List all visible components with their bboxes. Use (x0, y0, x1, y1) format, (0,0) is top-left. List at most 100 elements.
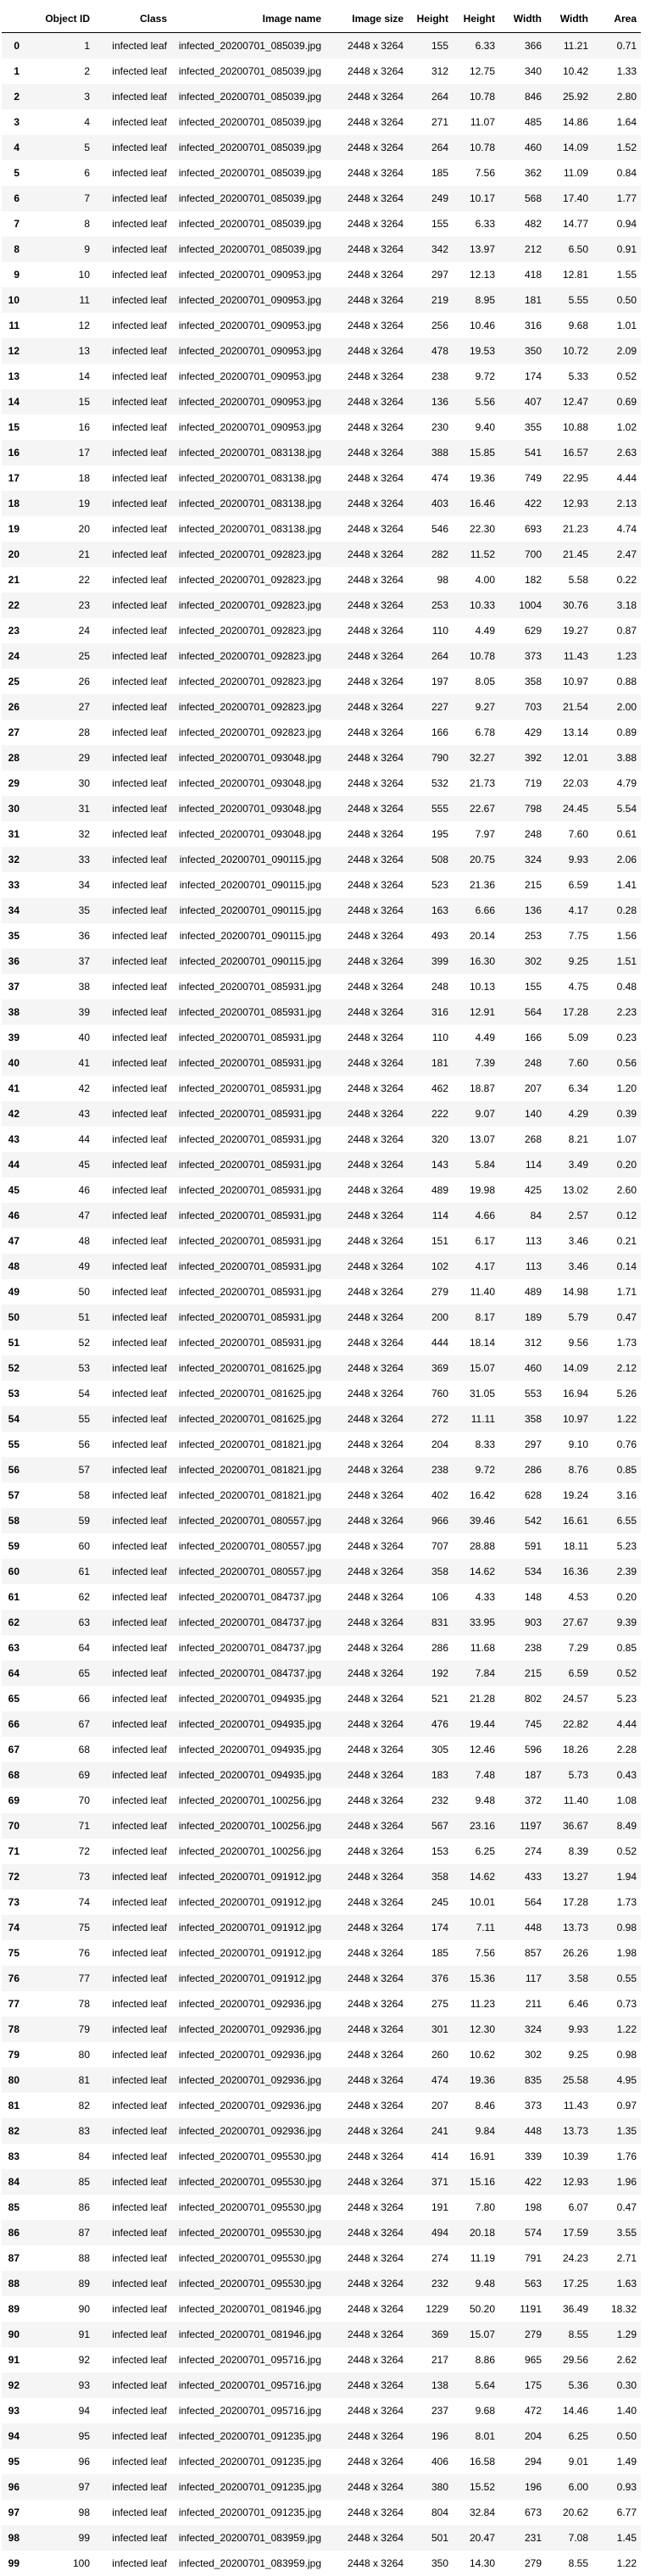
area-cell: 0.48 (593, 974, 641, 999)
height-mm-cell: 9.27 (453, 694, 499, 720)
image-name-cell: infected_20200701_085039.jpg (171, 58, 326, 84)
width-px-cell: 140 (499, 1101, 546, 1127)
class-cell: infected leaf (94, 2525, 171, 2551)
height-px-cell: 790 (408, 745, 453, 771)
image-size-cell: 2448 x 3264 (326, 1025, 408, 1050)
header-row: Object ID Class Image name Image size He… (2, 5, 641, 33)
area-cell: 2.71 (593, 2245, 641, 2271)
width-px-cell: 628 (499, 1483, 546, 1508)
width-px-cell: 418 (499, 262, 546, 287)
image-name-cell: infected_20200701_090953.jpg (171, 287, 326, 313)
image-name-cell: infected_20200701_092936.jpg (171, 2067, 326, 2093)
image-size-cell: 2448 x 3264 (326, 2067, 408, 2093)
width-mm-cell: 16.61 (546, 1508, 593, 1533)
image-size-cell: 2448 x 3264 (326, 643, 408, 669)
image-name-cell: infected_20200701_085931.jpg (171, 1305, 326, 1330)
area-cell: 1.29 (593, 2322, 641, 2347)
height-mm-cell: 50.20 (453, 2296, 499, 2322)
class-cell: infected leaf (94, 2067, 171, 2093)
width-px-cell: 460 (499, 1355, 546, 1381)
image-name-cell: infected_20200701_085039.jpg (171, 135, 326, 160)
height-px-cell: 227 (408, 694, 453, 720)
area-cell: 0.50 (593, 2423, 641, 2449)
height-mm-cell: 19.36 (453, 2067, 499, 2093)
object-id-cell: 79 (24, 2017, 94, 2042)
object-id-cell: 65 (24, 1661, 94, 1686)
width-px-cell: 84 (499, 1203, 546, 1228)
width-px-cell: 189 (499, 1305, 546, 1330)
height-px-cell: 371 (408, 2169, 453, 2195)
height-mm-cell: 8.95 (453, 287, 499, 313)
object-id-cell: 13 (24, 338, 94, 364)
image-name-cell: infected_20200701_084737.jpg (171, 1584, 326, 1610)
height-px-cell: 760 (408, 1381, 453, 1406)
class-cell: infected leaf (94, 1991, 171, 2017)
image-size-cell: 2448 x 3264 (326, 720, 408, 745)
index-cell: 30 (2, 796, 24, 821)
area-cell: 1.22 (593, 2551, 641, 2576)
index-cell: 34 (2, 898, 24, 923)
image-size-cell: 2448 x 3264 (326, 1991, 408, 2017)
height-px-cell: 305 (408, 1737, 453, 1762)
width-px-cell: 542 (499, 1508, 546, 1533)
index-cell: 75 (2, 1940, 24, 1966)
image-name-cell: infected_20200701_080557.jpg (171, 1559, 326, 1584)
height-mm-cell: 21.28 (453, 1686, 499, 1711)
height-px-cell: 185 (408, 1940, 453, 1966)
class-cell: infected leaf (94, 847, 171, 872)
class-cell: infected leaf (94, 1711, 171, 1737)
width-mm-cell: 9.68 (546, 313, 593, 338)
index-cell: 35 (2, 923, 24, 949)
width-px-cell: 198 (499, 2195, 546, 2220)
image-size-cell: 2448 x 3264 (326, 1788, 408, 1813)
index-cell: 33 (2, 872, 24, 898)
height-px-cell: 200 (408, 1305, 453, 1330)
height-mm-cell: 15.36 (453, 1966, 499, 1991)
image-name-cell: infected_20200701_085931.jpg (171, 1127, 326, 1152)
area-cell: 4.74 (593, 516, 641, 542)
object-id-cell: 24 (24, 618, 94, 643)
class-cell: infected leaf (94, 1686, 171, 1711)
width-mm-cell: 14.09 (546, 1355, 593, 1381)
height-px-cell: 282 (408, 542, 453, 567)
area-cell: 5.23 (593, 1686, 641, 1711)
width-px-cell: 207 (499, 1076, 546, 1101)
width-px-cell: 563 (499, 2271, 546, 2296)
width-px-cell: 629 (499, 618, 546, 643)
width-px-cell: 187 (499, 1762, 546, 1788)
image-name-cell: infected_20200701_081821.jpg (171, 1432, 326, 1457)
image-name-cell: infected_20200701_085931.jpg (171, 1330, 326, 1355)
image-size-cell: 2448 x 3264 (326, 2144, 408, 2169)
area-cell: 1.07 (593, 1127, 641, 1152)
width-mm-cell: 3.46 (546, 1228, 593, 1254)
height-px-cell: 271 (408, 109, 453, 135)
area-cell: 0.69 (593, 389, 641, 414)
area-cell: 0.89 (593, 720, 641, 745)
image-name-cell: infected_20200701_085931.jpg (171, 1203, 326, 1228)
object-id-cell: 96 (24, 2449, 94, 2474)
area-cell: 18.32 (593, 2296, 641, 2322)
image-size-cell: 2448 x 3264 (326, 1381, 408, 1406)
class-cell: infected leaf (94, 1050, 171, 1076)
image-name-cell: infected_20200701_085931.jpg (171, 1228, 326, 1254)
class-cell: infected leaf (94, 999, 171, 1025)
index-cell: 41 (2, 1076, 24, 1101)
image-size-cell: 2448 x 3264 (326, 2195, 408, 2220)
object-id-cell: 19 (24, 491, 94, 516)
height-px-cell: 232 (408, 1788, 453, 1813)
height-mm-cell: 20.14 (453, 923, 499, 949)
area-cell: 0.88 (593, 669, 641, 694)
object-id-cell: 30 (24, 771, 94, 796)
